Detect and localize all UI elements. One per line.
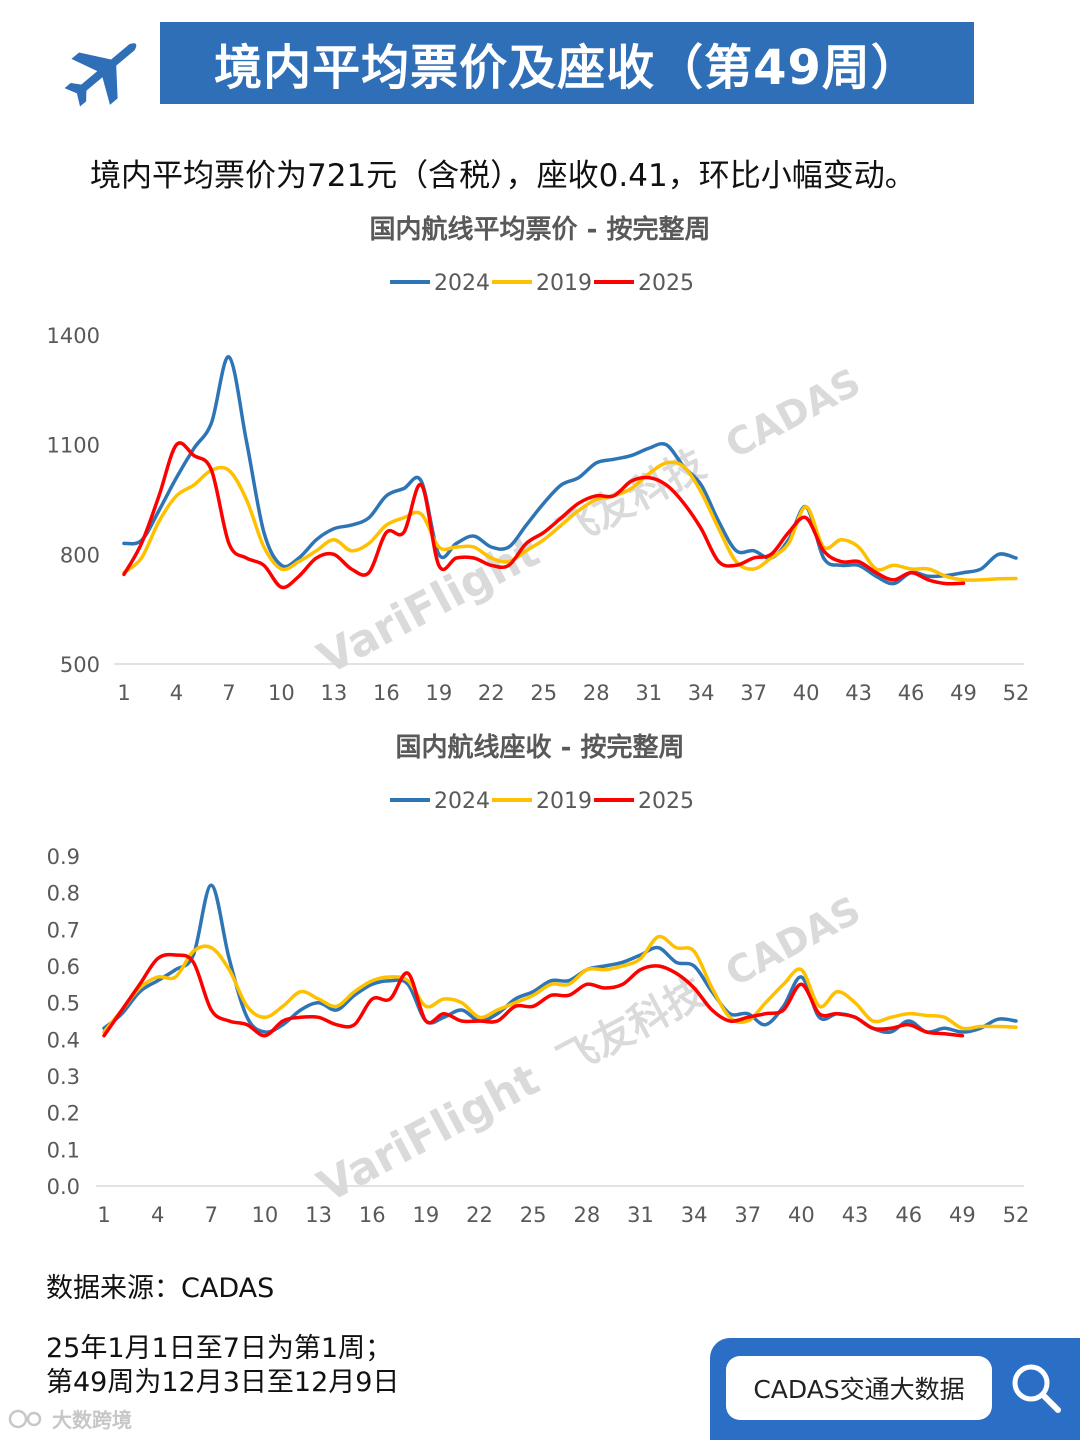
x-tick-label: 46 <box>898 681 925 705</box>
x-tick-label: 40 <box>793 681 820 705</box>
legend-label-2019: 2019 <box>536 789 592 814</box>
footer-logo-text: 大数跨境 <box>52 1408 132 1432</box>
x-tick-label: 34 <box>681 1203 708 1227</box>
y-tick-label: 0.7 <box>47 918 80 942</box>
x-tick-label: 7 <box>205 1203 218 1227</box>
y-tick-label: 0.9 <box>47 845 80 869</box>
search-input[interactable]: CADAS交通大数据 <box>726 1356 992 1420</box>
x-tick-label: 31 <box>627 1203 654 1227</box>
x-tick-label: 37 <box>740 681 767 705</box>
legend-label-2025: 2025 <box>638 789 694 814</box>
legend-label-2024: 2024 <box>434 789 490 814</box>
x-tick-label: 52 <box>1003 1203 1030 1227</box>
watermark-brand-en: VariFlight <box>310 1054 548 1213</box>
x-tick-label: 37 <box>734 1203 761 1227</box>
legend-label-2024: 2024 <box>434 271 490 296</box>
x-tick-label: 10 <box>252 1203 279 1227</box>
x-tick-label: 40 <box>788 1203 815 1227</box>
x-tick-label: 16 <box>359 1203 386 1227</box>
x-tick-label: 25 <box>520 1203 547 1227</box>
x-tick-label: 16 <box>373 681 400 705</box>
chart-title: 国内航线座收 - 按完整周 <box>396 732 685 763</box>
page-title: 境内平均票价及座收（第49周） <box>160 22 974 104</box>
seat-revenue-chart: 国内航线座收 - 按完整周 2024 2019 2025 VariFlight 飞友科技 C… <box>0 728 1080 1248</box>
x-tick-label: 19 <box>413 1203 440 1227</box>
fare-chart-svg: 国内航线平均票价 - 按完整周 2024 2019 2025 VariFlight飞友科… <box>47 214 1030 705</box>
y-tick-label: 800 <box>60 543 100 567</box>
x-tick-label: 10 <box>268 681 295 705</box>
data-source: 数据来源：CADAS <box>46 1273 275 1304</box>
chart-title: 国内航线平均票价 - 按完整周 <box>370 214 711 245</box>
x-tick-label: 28 <box>573 1203 600 1227</box>
seat-revenue-chart-svg: 国内航线座收 - 按完整周 2024 2019 2025 VariFlight飞友科技C… <box>47 732 1030 1227</box>
x-tick-label: 13 <box>305 1203 332 1227</box>
x-tick-label: 25 <box>530 681 557 705</box>
y-tick-label: 0.2 <box>47 1102 80 1126</box>
legend-label-2025: 2025 <box>638 271 694 296</box>
footer-logo: 大数跨境 <box>8 1404 132 1433</box>
week-note-line1: 25年1月1日至7日为第1周； <box>46 1333 393 1364</box>
x-tick-label: 19 <box>425 681 452 705</box>
legend-label-2019: 2019 <box>536 271 592 296</box>
summary-text: 境内平均票价为721元（含税），座收0.41，环比小幅变动。 <box>90 158 916 194</box>
x-tick-label: 43 <box>845 681 872 705</box>
y-tick-label: 0.4 <box>47 1028 80 1052</box>
x-tick-label: 43 <box>842 1203 869 1227</box>
x-tick-label: 1 <box>97 1203 110 1227</box>
x-tick-label: 52 <box>1003 681 1030 705</box>
week-note-line2: 第49周为12月3日至12月9日 <box>46 1367 400 1398</box>
x-tick-label: 4 <box>151 1203 164 1227</box>
x-tick-label: 7 <box>222 681 235 705</box>
watermark-brand-cn: 飞友科技 <box>550 969 713 1085</box>
y-tick-label: 500 <box>60 653 100 677</box>
x-tick-label: 1 <box>117 681 130 705</box>
y-tick-label: 0.8 <box>47 882 80 906</box>
logo-mark-icon <box>8 1409 42 1428</box>
x-tick-label: 13 <box>321 681 348 705</box>
y-tick-label: 1400 <box>47 324 100 348</box>
y-tick-label: 0.6 <box>47 955 80 979</box>
watermark-brand-en: VariFlight <box>310 526 548 685</box>
y-tick-label: 0.0 <box>47 1175 80 1199</box>
airplane-icon <box>64 43 137 107</box>
series-line-2019 <box>122 460 1018 582</box>
x-tick-label: 49 <box>950 681 977 705</box>
watermark-cadas: CADAS <box>718 360 867 467</box>
series-line-2024 <box>102 883 1018 1035</box>
watermark-brand-cn: 飞友科技 <box>550 441 713 557</box>
watermark-cadas: CADAS <box>718 888 867 995</box>
x-tick-label: 28 <box>583 681 610 705</box>
x-tick-label: 46 <box>895 1203 922 1227</box>
series-line-2019 <box>102 934 1018 1034</box>
x-tick-label: 49 <box>949 1203 976 1227</box>
x-tick-label: 22 <box>478 681 505 705</box>
x-tick-label: 22 <box>466 1203 493 1227</box>
search-icon[interactable] <box>1008 1360 1064 1416</box>
y-tick-label: 0.3 <box>47 1065 80 1089</box>
x-tick-label: 31 <box>635 681 662 705</box>
series-line-2025 <box>122 441 966 590</box>
y-tick-label: 1100 <box>47 434 100 458</box>
week-note: 25年1月1日至7日为第1周； 第49周为12月3日至12月9日 <box>46 1332 399 1400</box>
series-line-2024 <box>122 355 1018 586</box>
series-line-2025 <box>102 952 965 1038</box>
x-tick-label: 34 <box>688 681 715 705</box>
x-tick-label: 4 <box>170 681 183 705</box>
fare-chart: 国内航线平均票价 - 按完整周 2024 2019 2025 VariFlight 飞友科… <box>0 210 1080 710</box>
y-tick-label: 0.1 <box>47 1138 80 1162</box>
y-tick-label: 0.5 <box>47 992 80 1016</box>
